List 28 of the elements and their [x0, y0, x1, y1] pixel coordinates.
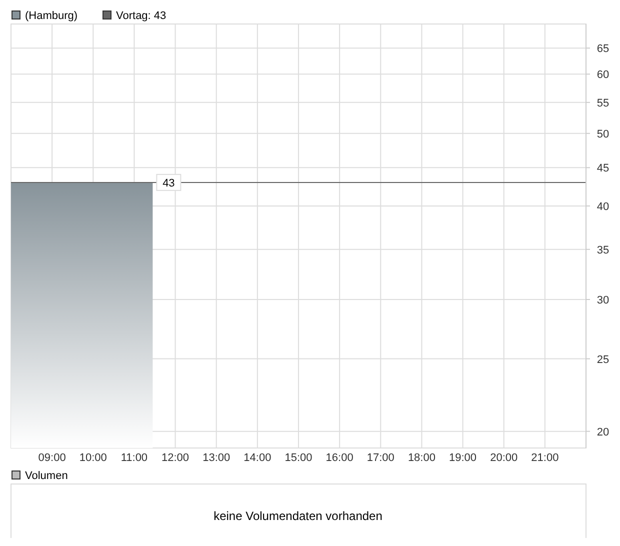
y-tick-label: 35 — [596, 244, 610, 256]
y-tick-label: 20 — [596, 426, 610, 438]
text: Volumen — [25, 470, 68, 482]
x-tick-label: 16:00 — [326, 452, 354, 464]
annotation: 43 — [162, 177, 175, 190]
y-tick-label: 65 — [596, 43, 610, 56]
x-tick-label: 15:00 — [284, 452, 312, 464]
x-tick-label: 11:00 — [120, 452, 148, 464]
text: keine Volumendaten vorhanden — [214, 509, 382, 523]
y-tick-label: 55 — [596, 97, 610, 110]
x-tick-label: 20:00 — [490, 452, 518, 464]
x-tick-label: 21:00 — [531, 452, 559, 464]
x-tick-label: 09:00 — [38, 452, 66, 464]
y-tick-label: 50 — [596, 128, 610, 140]
x-tick-label: 19:00 — [449, 452, 477, 464]
y-tick-label: 60 — [596, 69, 610, 82]
y-tick-label: 45 — [596, 162, 610, 175]
x-tick-label: 17:00 — [366, 452, 394, 464]
legend-label: Vortag: 43 — [116, 10, 166, 22]
x-tick-label: 13:00 — [202, 452, 230, 464]
legend-label: (Hamburg) — [25, 10, 78, 22]
x-tick-label: 14:00 — [244, 452, 272, 464]
y-tick-label: 30 — [596, 294, 610, 306]
y-tick-label: 40 — [596, 200, 610, 213]
x-tick-label: 10:00 — [79, 452, 107, 464]
x-tick-label: 12:00 — [162, 452, 190, 464]
y-tick-label: 25 — [596, 354, 610, 366]
x-tick-label: 18:00 — [408, 452, 436, 464]
